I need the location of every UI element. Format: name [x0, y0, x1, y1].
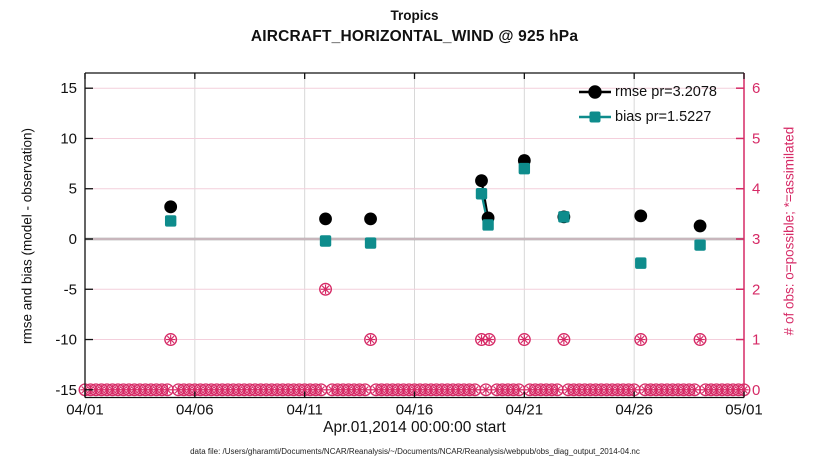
x-tick-label: 04/21 — [506, 402, 544, 419]
rmse-markers — [164, 154, 707, 233]
y-right-tick-label: 4 — [752, 181, 760, 198]
y-left-tick-label: 15 — [60, 80, 77, 97]
title-variable: AIRCRAFT_HORIZONTAL_WIND @ 925 hPa — [250, 28, 579, 45]
chart-titles: Tropics AIRCRAFT_HORIZONTAL_WIND @ 925 h… — [85, 6, 744, 48]
legend-label-rmse: rmse pr=3.2078 — [615, 83, 717, 100]
y-left-tick-label: 5 — [69, 181, 77, 198]
y-right-tick-label: 5 — [752, 130, 760, 147]
y-left-tick-label: 0 — [69, 231, 77, 248]
y-right-tick-label: 6 — [752, 80, 760, 97]
legend-row-rmse: rmse pr=3.2078 — [578, 79, 717, 104]
y-left-tick-label: -10 — [55, 332, 77, 349]
vertical-gridlines — [194, 73, 635, 398]
x-tick-label: 04/16 — [396, 402, 434, 419]
y-right-tick-label: 3 — [752, 231, 760, 248]
x-tick-label: 04/01 — [66, 402, 104, 419]
bias-markers — [164, 162, 706, 269]
y-right-tick-label: 1 — [752, 332, 760, 349]
y-right-tick-label: 0 — [752, 382, 760, 399]
legend-label-bias: bias pr=1.5227 — [615, 108, 712, 125]
y-left-tick-label: -5 — [64, 281, 77, 298]
axis-ticks — [84, 73, 745, 398]
data-file-caption: data file: /Users/gharamti/Documents/NCA… — [190, 447, 640, 456]
y-axis-label-right: # of obs: o=possible; *=assimilated — [781, 126, 797, 336]
bias-marker-icon — [579, 111, 611, 122]
y-left-tick-label: -15 — [55, 382, 77, 399]
tick-labels: 15 10 5 0 -5 -10 -15 0 1 2 3 4 5 6 04/01 04/06 04/11 04/1… — [55, 80, 762, 418]
legend: rmse pr=3.2078 bias pr=1.5227 — [578, 79, 717, 129]
y-left-tick-label: 10 — [60, 130, 77, 147]
y-right-tick-label: 2 — [752, 281, 760, 298]
legend-row-bias: bias pr=1.5227 — [578, 104, 717, 129]
x-axis-label: Apr.01,2014 00:00:00 start — [323, 419, 506, 436]
x-tick-label: 04/11 — [286, 402, 322, 419]
x-tick-label: 04/26 — [615, 402, 653, 419]
title-region: Tropics — [390, 8, 439, 23]
rmse-marker-icon — [579, 84, 611, 99]
x-tick-label: 04/06 — [176, 402, 214, 419]
x-tick-label: 05/01 — [725, 402, 763, 419]
y-axis-label-left: rmse and bias (model - observation) — [19, 127, 35, 345]
